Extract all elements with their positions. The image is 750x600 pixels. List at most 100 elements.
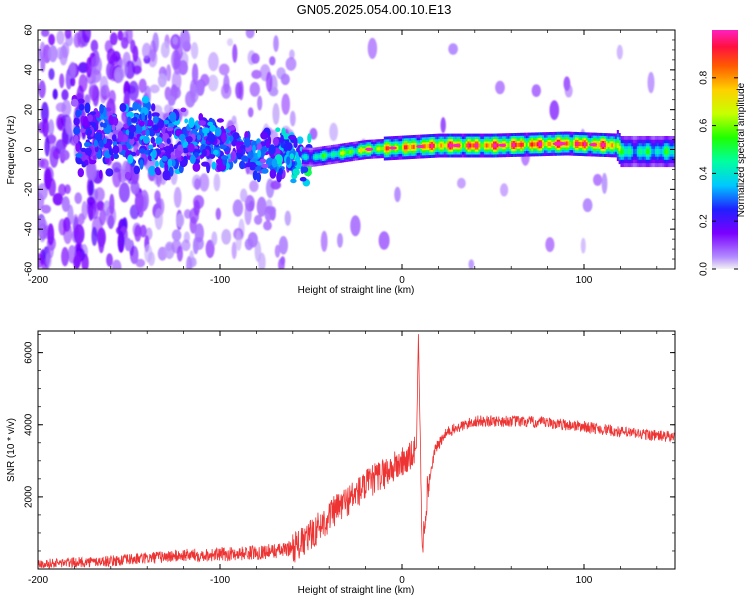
spectrogram-ridge-blob [273, 137, 279, 146]
spectrogram-band-cell [427, 144, 430, 149]
spectrogram-ridge-blob [179, 159, 188, 168]
spectrogram-ridge-blob [152, 142, 157, 148]
spectrogram-band-cell [362, 148, 365, 152]
spectrogram-noise-blob [176, 245, 183, 262]
spectrogram-ridge-blob [141, 112, 145, 122]
spectrogram-ridge-blob [227, 125, 236, 131]
spectrogram-xlabel: Height of straight line (km) [298, 285, 415, 296]
spectrogram-ridge-blob [95, 111, 101, 119]
spectrogram-band-cell [514, 142, 517, 147]
spectrogram-noise-blob [231, 241, 237, 260]
spectrogram-band-cell [402, 145, 405, 150]
spectrogram-noise-blob [52, 88, 58, 100]
spectrogram-band-cell [436, 143, 439, 148]
spectrogram-frame [37, 29, 676, 270]
spectrogram-band-cell [329, 153, 332, 157]
spectrogram-noise-blob [235, 230, 242, 251]
spectrogram-ridge-blob [177, 144, 184, 151]
spectrogram-ridge-blob [169, 111, 177, 123]
spectrogram-noise-blob [226, 38, 234, 47]
spectrogram-noise-blob [211, 231, 218, 246]
colorbar-gradient [712, 30, 738, 269]
spectrogram-cells [38, 30, 675, 269]
spectrogram-ridge-blob [307, 133, 312, 144]
spectrogram-noise-blob [244, 195, 255, 212]
spectrogram-band-cell [565, 141, 568, 146]
spectrogram-band-cell [662, 148, 665, 155]
spectrogram-noise-blob [232, 199, 244, 217]
spectrogram-ridge-blob [137, 103, 142, 112]
spectrogram-ridge-blob [150, 136, 156, 144]
spectrogram-band-cell [667, 148, 670, 155]
spectrogram-band-cell [331, 153, 334, 157]
spectrogram-ridge-blob [187, 142, 195, 153]
spectrogram-ridge-blob [147, 155, 152, 161]
spectrogram-band-cell [311, 155, 314, 160]
spectrogram-band-cell [485, 143, 488, 148]
spectrogram-ridge-blob [288, 134, 297, 140]
y-tick-label: -60 [24, 261, 35, 276]
spectrogram-noise-blob [289, 110, 296, 127]
spectrogram-noise-blob [258, 252, 266, 269]
snr-frame [37, 330, 676, 570]
spectrogram-band-cell [525, 142, 528, 147]
spectrogram-band-cell [614, 143, 617, 148]
spectrogram-noise-blob [130, 180, 140, 195]
spectrogram-ridge-blob [189, 154, 196, 164]
spectrogram-noise-blob [154, 190, 161, 203]
spectrogram-noise-blob [181, 239, 191, 252]
spectrogram-ridge-blob [159, 142, 164, 149]
spectrogram-band-cell [653, 148, 656, 155]
spectrogram-noise-blob [86, 159, 97, 181]
spectrogram-ridge-blob [93, 139, 98, 148]
spectrogram-band-cell [374, 147, 377, 151]
spectrogram-noise-blob [99, 208, 106, 226]
spectrogram-noise-blob [99, 75, 109, 97]
spectrogram-band-cell [314, 155, 317, 159]
spectrogram-band-cell [647, 148, 650, 155]
spectrogram-ridge-blob [140, 106, 149, 116]
spectrogram-ridge-blob [75, 152, 83, 158]
spectrogram-noise-blob [194, 178, 201, 191]
spectrogram-ridge-blob [260, 131, 269, 140]
spectrogram-noise-blob [173, 186, 182, 208]
spectrogram-noise-blob [549, 100, 560, 120]
y-tick-label: 0 [24, 146, 35, 152]
spectrogram-noise-blob [280, 73, 290, 86]
spectrogram-peak [558, 142, 567, 146]
y-tick-label: 60 [24, 24, 35, 36]
spectrogram-ridge-blob [73, 126, 81, 136]
spectrogram-band-cell [414, 144, 417, 149]
spectrogram-noise-blob [367, 37, 378, 60]
spectrogram-band-cell [316, 155, 319, 159]
spectrogram-ridge-blob [290, 178, 297, 184]
spectrogram-noise-blob [58, 183, 67, 197]
spectrogram-noise-blob [124, 60, 136, 79]
spectrogram-ridge-blob [261, 168, 269, 174]
spectrogram-band-cell [631, 148, 634, 155]
spectrogram-noise-blob [251, 53, 260, 64]
spectrogram-noise-blob [232, 44, 238, 63]
spectrogram-peak [498, 143, 507, 147]
spectrogram-ridge-blob [102, 122, 107, 128]
spectrogram-ridge-blob [221, 132, 227, 143]
spectrogram-band-cell [509, 143, 512, 148]
spectrogram-noise-blob [580, 237, 586, 254]
spectrogram-ridge-blob [151, 103, 156, 112]
spectrogram-noise-blob [191, 63, 199, 85]
spectrogram-band-cell [345, 150, 348, 154]
spectrogram-noise-blob [81, 201, 88, 220]
spectrogram-noise-blob [545, 237, 555, 253]
spectrogram-noise-blob [47, 223, 55, 246]
spectrogram-noise-blob [309, 127, 318, 140]
spectrogram-noise-blob [90, 39, 99, 53]
spectrogram-noise-blob [141, 42, 152, 59]
spectrogram-noise-blob [124, 237, 132, 252]
spectrogram-noise-blob [285, 57, 297, 71]
spectrogram-band-cell [660, 148, 663, 155]
spectrogram-noise-blob [57, 116, 64, 130]
spectrogram-band-cell [533, 142, 536, 147]
x-tick-label: -200 [28, 275, 48, 286]
spectrogram-ridge-blob [77, 98, 85, 104]
